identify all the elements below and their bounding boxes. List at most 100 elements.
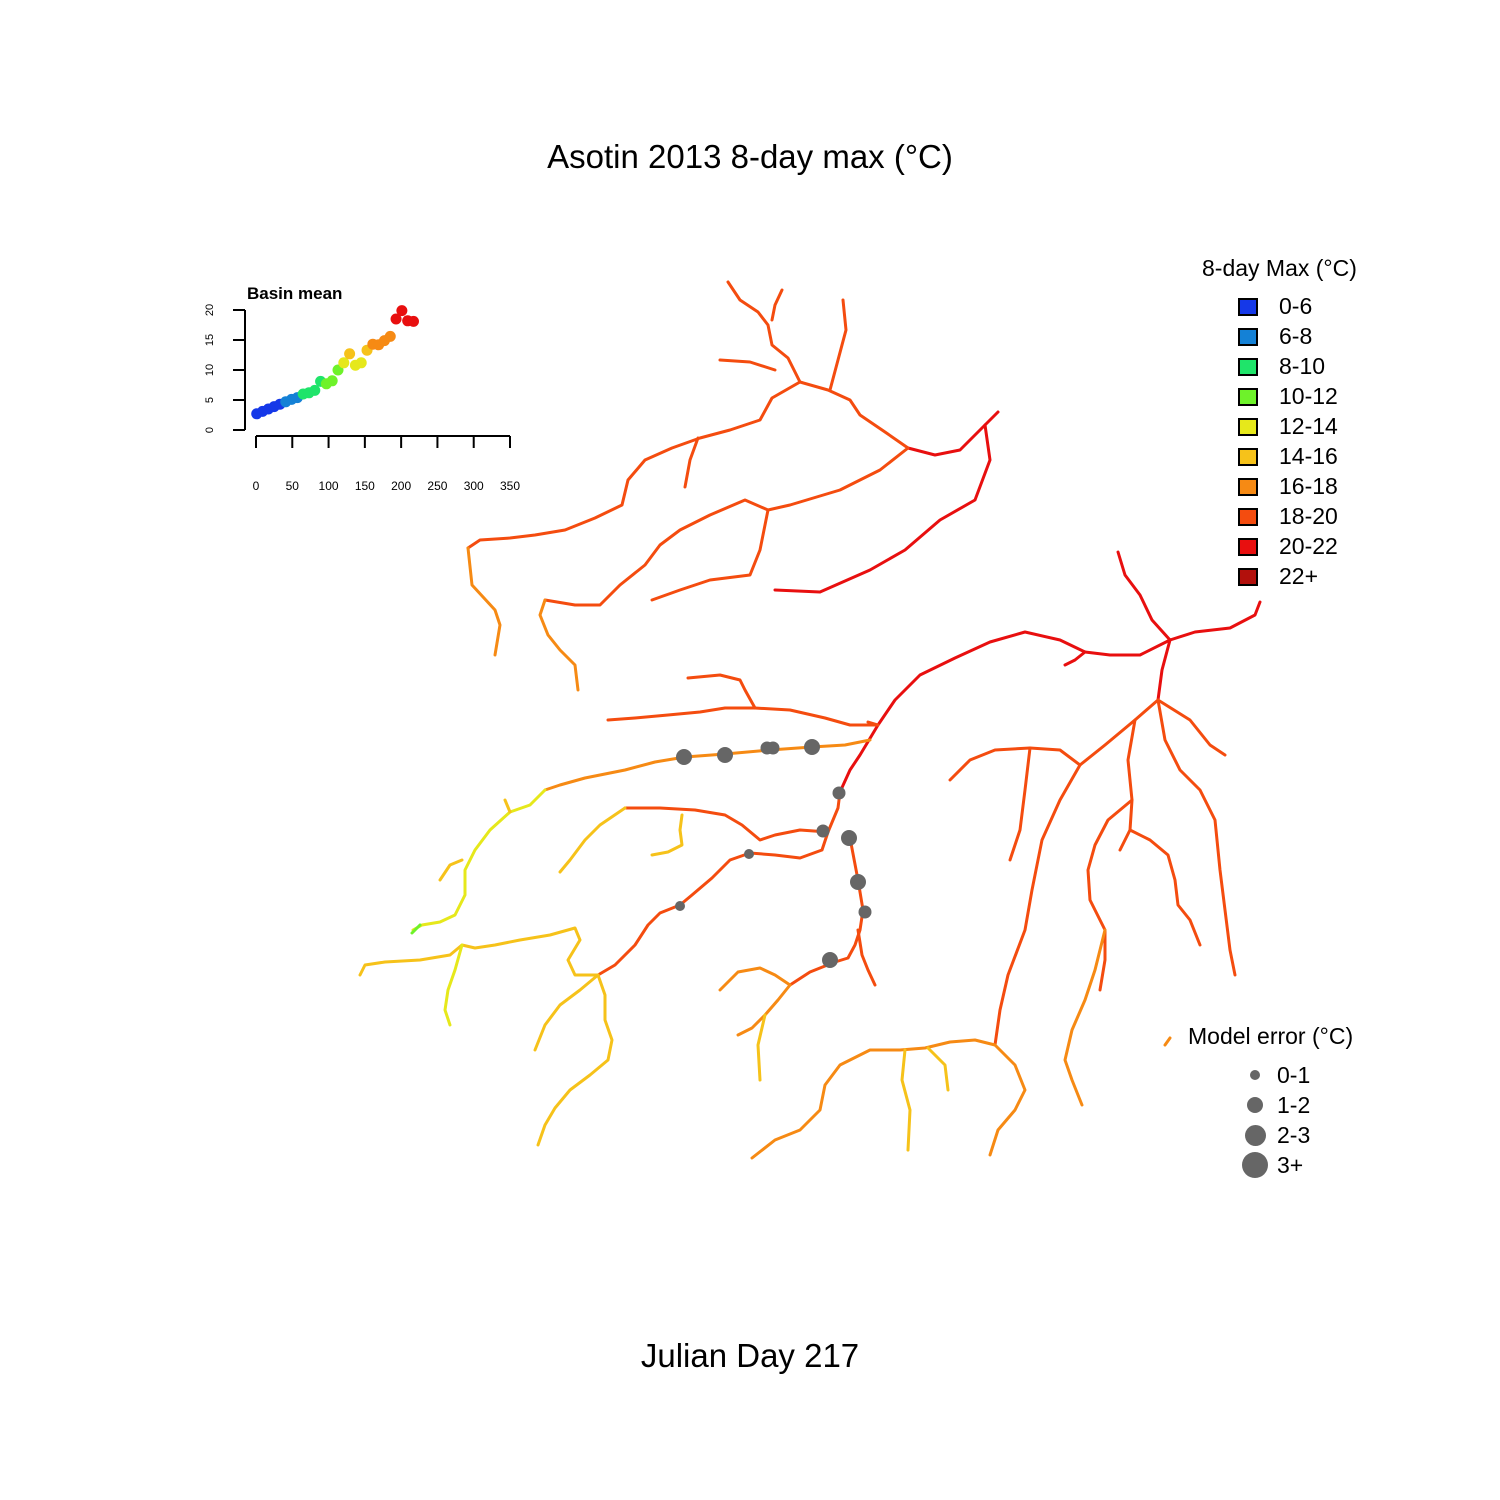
model-error-legend-label: 1-2 xyxy=(1277,1092,1311,1118)
stream-segment xyxy=(773,423,992,594)
stream-segment xyxy=(1156,638,1172,702)
basin-mean-point xyxy=(344,348,356,360)
legend-swatch xyxy=(1238,328,1258,346)
inset-x-tick-label: 350 xyxy=(500,479,520,493)
stream-segment xyxy=(983,410,1000,427)
stream-segment xyxy=(948,746,1082,782)
legend-swatch xyxy=(1238,568,1258,586)
legend-label: 16-18 xyxy=(1279,473,1338,499)
legend-swatch xyxy=(1238,298,1258,316)
stream-segment xyxy=(443,943,464,1027)
legend-label: 22+ xyxy=(1279,563,1319,589)
stream-segment xyxy=(683,436,700,489)
stream-segment xyxy=(543,446,910,607)
legend-swatch xyxy=(1238,448,1258,466)
basin-mean-point xyxy=(384,330,396,342)
stream-segment xyxy=(856,928,877,987)
model-error-legend-dot xyxy=(1244,1124,1266,1146)
page-title: Asotin 2013 8-day max (°C) xyxy=(547,138,953,175)
stream-segment xyxy=(1063,928,1107,1107)
basin-mean-point xyxy=(396,305,408,317)
model-error-point xyxy=(766,741,780,755)
stream-segment xyxy=(358,926,600,977)
model-error-point xyxy=(675,901,685,911)
legend-swatch xyxy=(1238,508,1258,526)
inset-y-tick-label: 0 xyxy=(204,427,216,433)
julian-day-label: Julian Day 217 xyxy=(640,1337,860,1374)
stream-segment xyxy=(623,806,830,842)
inset-y-tick-label: 5 xyxy=(204,397,216,403)
stream-segment xyxy=(900,1048,912,1152)
model-error-legend-label: 0-1 xyxy=(1277,1062,1311,1088)
stream-segment xyxy=(596,790,842,977)
inset-x-tick-label: 0 xyxy=(253,479,260,493)
model-error-legend-dot xyxy=(1247,1097,1263,1113)
basin-mean-point xyxy=(390,313,402,325)
inset-y-tick-label: 15 xyxy=(204,334,216,346)
stream-segment xyxy=(466,546,502,657)
model-error-point xyxy=(676,749,692,765)
stream-segment xyxy=(410,923,422,935)
stream-segment xyxy=(788,836,865,987)
legend-label: 10-12 xyxy=(1279,383,1338,409)
legend-label: 0-6 xyxy=(1279,293,1313,319)
stream-segment xyxy=(1156,698,1227,757)
stream-segment xyxy=(650,508,770,602)
inset-x-tick-label: 50 xyxy=(286,479,300,493)
inset-x-tick-label: 100 xyxy=(319,479,339,493)
stream-segment xyxy=(838,630,1172,794)
stream-segment xyxy=(750,1038,997,1160)
stream-segment xyxy=(770,288,784,322)
inset-x-tick-label: 150 xyxy=(355,479,375,493)
legend-label: 8-10 xyxy=(1279,353,1326,379)
inset-x-tick-label: 300 xyxy=(464,479,484,493)
stream-segment xyxy=(1163,1036,1172,1047)
legend-swatch xyxy=(1238,358,1258,376)
legend-label: 14-16 xyxy=(1279,443,1338,469)
basin-mean-point xyxy=(326,375,338,387)
stream-segment xyxy=(538,598,580,692)
stream-segment xyxy=(503,798,512,814)
basin-mean-point xyxy=(355,357,367,369)
basin-mean-point xyxy=(338,357,350,369)
inset-x-tick-label: 200 xyxy=(391,479,411,493)
model-error-point xyxy=(850,874,866,890)
model-error-point xyxy=(804,739,820,755)
legend-swatch xyxy=(1238,478,1258,496)
stream-segment xyxy=(726,280,910,450)
inset-x-tick-label: 250 xyxy=(427,479,447,493)
basin-mean-point xyxy=(407,315,419,327)
model-error-point xyxy=(744,849,754,859)
temperature-legend-title: 8-day Max (°C) xyxy=(1202,255,1357,281)
legend-swatch xyxy=(1238,418,1258,436)
legend-swatch xyxy=(1238,388,1258,406)
stream-segment xyxy=(686,673,757,710)
inset-y-tick-label: 20 xyxy=(204,304,216,316)
inset-y-tick-label: 10 xyxy=(204,364,216,376)
stream-segment xyxy=(1008,746,1032,862)
stream-segment xyxy=(993,698,1160,1047)
stream-segment xyxy=(536,973,614,1147)
model-error-point xyxy=(841,830,857,846)
model-error-legend-title: Model error (°C) xyxy=(1188,1023,1354,1049)
stream-segment xyxy=(718,966,792,992)
basin-mean-point xyxy=(309,384,321,396)
stream-segment xyxy=(1086,718,1137,992)
legend-label: 20-22 xyxy=(1279,533,1338,559)
stream-segment xyxy=(438,858,464,882)
stream-segment xyxy=(828,298,848,392)
model-error-legend-label: 3+ xyxy=(1277,1152,1304,1178)
stream-segment xyxy=(466,380,802,550)
stream-segment xyxy=(411,788,547,932)
legend-swatch xyxy=(1238,538,1258,556)
legend-label: 18-20 xyxy=(1279,503,1338,529)
stream-segment xyxy=(988,1043,1027,1157)
stream-segment xyxy=(533,973,600,1052)
stream-segment xyxy=(606,706,880,727)
model-error-legend-dot xyxy=(1242,1152,1268,1178)
model-error-legend-dot xyxy=(1250,1070,1260,1080)
stream-segment xyxy=(1128,798,1202,947)
model-error-point xyxy=(858,905,872,919)
